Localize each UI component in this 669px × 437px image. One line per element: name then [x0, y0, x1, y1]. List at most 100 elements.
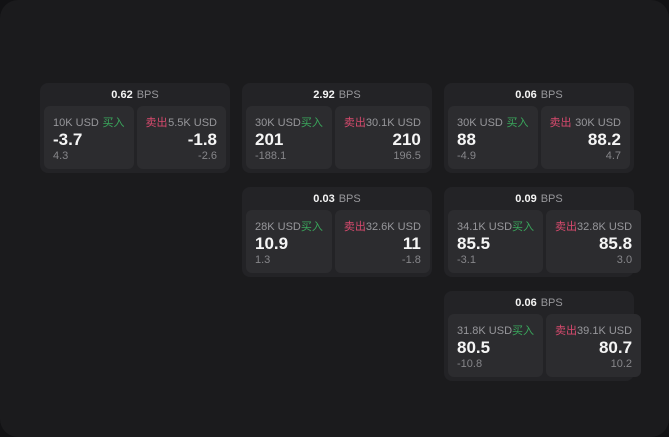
buy-delta: -4.9 — [457, 150, 476, 162]
quote-card: 0.06 BPS 30K USD 买入 88 -4.9 卖出 30K USD 8… — [444, 83, 634, 173]
quote-card: 2.92 BPS 30K USD 买入 201 -188.1 卖出 30.1K … — [242, 83, 432, 173]
card-body: 30K USD 买入 88 -4.9 卖出 30K USD 88.2 4.7 — [448, 106, 630, 169]
sell-delta: 3.0 — [616, 254, 633, 266]
buy-quote-cell[interactable]: 10K USD 买入 -3.7 4.3 — [44, 106, 134, 169]
sell-quote-cell[interactable]: 卖出 30.1K USD 210 196.5 — [334, 106, 430, 169]
buy-cell-top: 34.1K USD 买入 — [457, 218, 534, 234]
card-header: 0.62 BPS — [44, 83, 226, 106]
card-body: 10K USD 买入 -3.7 4.3 卖出 5.5K USD -1.8 -2.… — [44, 106, 226, 169]
sell-cell-top: 卖出 32.8K USD — [555, 218, 632, 234]
bps-value: 0.62 — [111, 88, 133, 101]
sell-side-label: 卖出 — [343, 221, 366, 233]
buy-cell-top: 30K USD 买入 — [457, 114, 529, 130]
quote-card: 0.09 BPS 34.1K USD 买入 85.5 -3.1 卖出 32.8K… — [444, 187, 642, 277]
buy-quote-cell[interactable]: 30K USD 买入 201 -188.1 — [246, 106, 332, 169]
buy-price: 10.9 — [255, 233, 289, 253]
buy-side-label: 买入 — [512, 325, 535, 337]
buy-price: 88 — [457, 129, 476, 149]
card-header: 0.09 BPS — [448, 187, 630, 210]
buy-notional: 28K USD — [255, 221, 301, 233]
sell-delta: 196.5 — [393, 150, 421, 162]
sell-delta: 10.2 — [610, 358, 633, 370]
buy-price: 85.5 — [457, 233, 491, 253]
buy-cell-top: 28K USD 买入 — [255, 218, 323, 234]
sell-quote-cell[interactable]: 卖出 30K USD 88.2 4.7 — [540, 106, 630, 169]
buy-delta: -188.1 — [255, 150, 287, 162]
bps-unit-label: BPS — [338, 88, 361, 101]
buy-side-label: 买入 — [506, 117, 529, 129]
sell-quote-cell[interactable]: 卖出 5.5K USD -1.8 -2.6 — [136, 106, 226, 169]
sell-price: -1.8 — [187, 129, 217, 149]
sell-quote-cell[interactable]: 卖出 39.1K USD 80.7 10.2 — [546, 314, 642, 377]
sell-delta: -2.6 — [198, 150, 217, 162]
buy-cell-top: 31.8K USD 买入 — [457, 322, 534, 338]
buy-side-label: 买入 — [300, 117, 323, 129]
bps-value: 0.09 — [515, 192, 537, 205]
sell-notional: 32.8K USD — [577, 221, 633, 233]
sell-price: 85.8 — [598, 233, 633, 253]
buy-side-label: 买入 — [512, 221, 535, 233]
sell-quote-cell[interactable]: 卖出 32.6K USD 11 -1.8 — [334, 210, 430, 273]
buy-side-label: 买入 — [102, 117, 125, 129]
bps-unit-label: BPS — [136, 88, 159, 101]
card-body: 30K USD 买入 201 -188.1 卖出 30.1K USD 210 1… — [246, 106, 430, 169]
bps-unit-label: BPS — [540, 88, 563, 101]
card-header: 0.03 BPS — [246, 187, 428, 210]
buy-price: 201 — [255, 129, 284, 149]
card-header: 0.06 BPS — [448, 83, 630, 106]
quote-card: 0.03 BPS 28K USD 买入 10.9 1.3 卖出 32.6K US… — [242, 187, 432, 277]
bps-value: 0.03 — [313, 192, 335, 205]
sell-side-label: 卖出 — [555, 221, 578, 233]
quote-card: 0.62 BPS 10K USD 买入 -3.7 4.3 卖出 5.5K USD… — [40, 83, 230, 173]
card-body: 34.1K USD 买入 85.5 -3.1 卖出 32.8K USD 85.8… — [448, 210, 642, 273]
sell-side-label: 卖出 — [555, 325, 578, 337]
buy-notional: 30K USD — [255, 117, 301, 129]
buy-delta: -10.8 — [457, 358, 483, 370]
sell-cell-top: 卖出 30.1K USD — [344, 114, 421, 130]
sell-notional: 5.5K USD — [168, 117, 217, 129]
buy-quote-cell[interactable]: 28K USD 买入 10.9 1.3 — [246, 210, 332, 273]
sell-price: 11 — [402, 233, 421, 253]
buy-cell-top: 10K USD 买入 — [53, 114, 125, 130]
bps-unit-label: BPS — [540, 296, 563, 309]
card-body: 28K USD 买入 10.9 1.3 卖出 32.6K USD 11 -1.8 — [246, 210, 430, 273]
bps-value: 0.06 — [515, 88, 537, 101]
card-header: 2.92 BPS — [246, 83, 428, 106]
buy-quote-cell[interactable]: 30K USD 买入 88 -4.9 — [448, 106, 538, 169]
sell-notional: 39.1K USD — [577, 325, 633, 337]
sell-quote-cell[interactable]: 卖出 32.8K USD 85.8 3.0 — [546, 210, 642, 273]
sell-notional: 30K USD — [575, 117, 621, 129]
bps-unit-label: BPS — [540, 192, 563, 205]
sell-notional: 30.1K USD — [365, 117, 421, 129]
buy-notional: 34.1K USD — [457, 221, 513, 233]
sell-price: 88.2 — [587, 129, 621, 149]
sell-price: 80.7 — [598, 337, 633, 357]
buy-cell-top: 30K USD 买入 — [255, 114, 323, 130]
card-header: 0.06 BPS — [448, 291, 630, 314]
sell-notional: 32.6K USD — [365, 221, 421, 233]
bps-value: 0.06 — [515, 296, 537, 309]
buy-quote-cell[interactable]: 34.1K USD 买入 85.5 -3.1 — [448, 210, 544, 273]
buy-delta: -3.1 — [457, 254, 476, 266]
sell-delta: 4.7 — [605, 150, 621, 162]
sell-cell-top: 卖出 39.1K USD — [555, 322, 632, 338]
buy-quote-cell[interactable]: 31.8K USD 买入 80.5 -10.8 — [448, 314, 544, 377]
bps-value: 2.92 — [313, 88, 335, 101]
sell-side-label: 卖出 — [549, 117, 572, 129]
sell-price: 210 — [392, 129, 421, 149]
card-body: 31.8K USD 买入 80.5 -10.8 卖出 39.1K USD 80.… — [448, 314, 642, 377]
sell-cell-top: 卖出 30K USD — [550, 114, 622, 130]
sell-cell-top: 卖出 5.5K USD — [146, 114, 218, 130]
buy-price: -3.7 — [53, 129, 83, 149]
sell-side-label: 卖出 — [145, 117, 168, 129]
buy-notional: 30K USD — [457, 117, 503, 129]
buy-side-label: 买入 — [300, 221, 323, 233]
buy-delta: 4.3 — [53, 150, 69, 162]
quote-card: 0.06 BPS 31.8K USD 买入 80.5 -10.8 卖出 39.1… — [444, 291, 642, 381]
sell-delta: -1.8 — [401, 254, 421, 266]
buy-notional: 31.8K USD — [457, 325, 513, 337]
bps-unit-label: BPS — [338, 192, 361, 205]
buy-delta: 1.3 — [255, 254, 271, 266]
sell-side-label: 卖出 — [343, 117, 366, 129]
